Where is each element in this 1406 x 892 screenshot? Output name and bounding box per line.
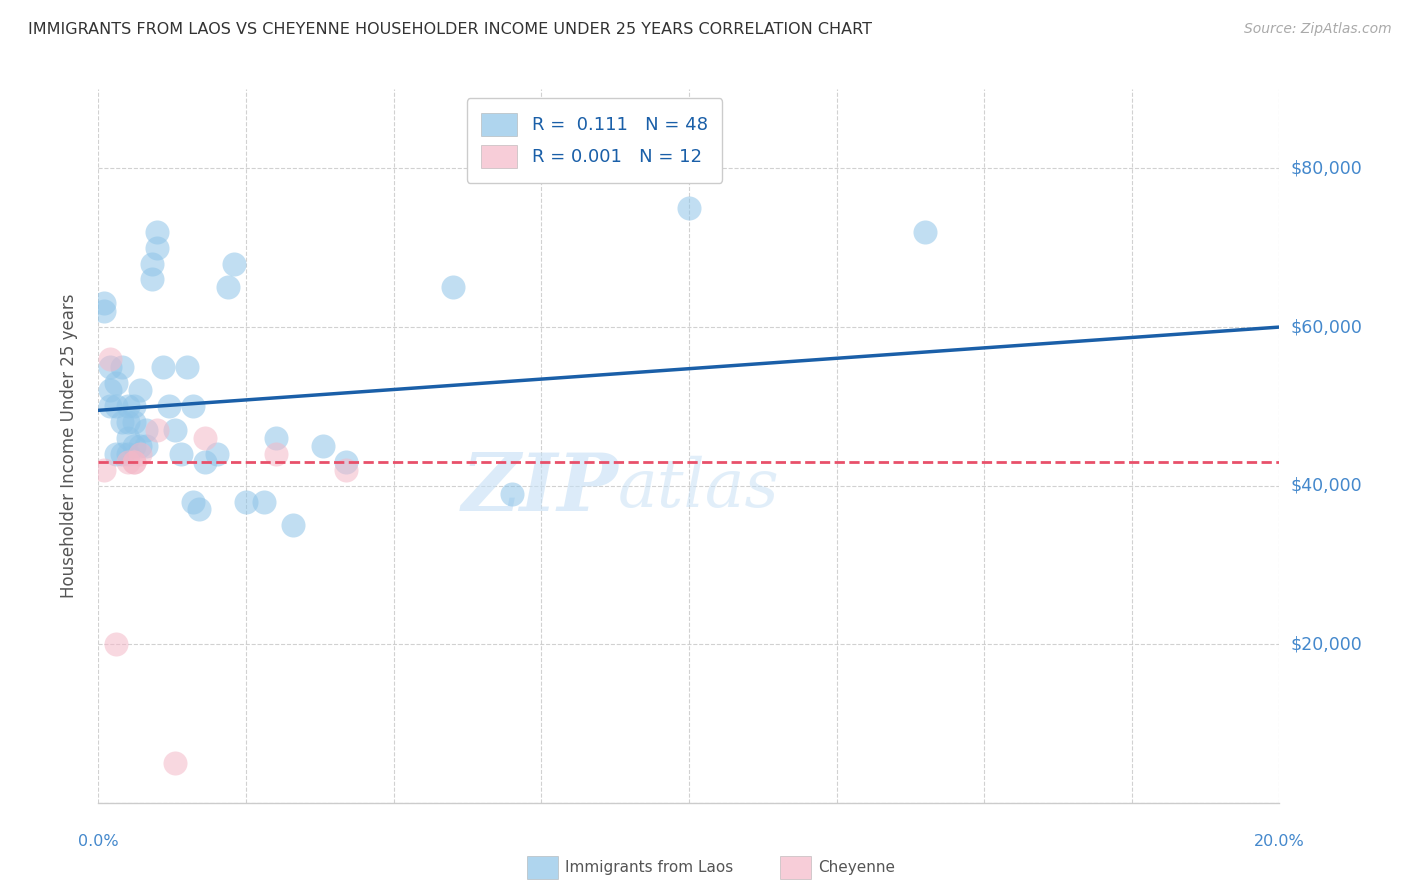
Text: Source: ZipAtlas.com: Source: ZipAtlas.com xyxy=(1244,22,1392,37)
Point xyxy=(501,486,523,500)
Point xyxy=(111,447,134,461)
Text: IMMIGRANTS FROM LAOS VS CHEYENNE HOUSEHOLDER INCOME UNDER 25 YEARS CORRELATION C: IMMIGRANTS FROM LAOS VS CHEYENNE HOUSEHO… xyxy=(28,22,872,37)
Point xyxy=(105,447,128,461)
Point xyxy=(128,447,150,461)
Point xyxy=(128,384,150,398)
Point xyxy=(105,400,128,414)
Text: $40,000: $40,000 xyxy=(1291,476,1362,495)
Point xyxy=(335,463,357,477)
Point xyxy=(122,439,145,453)
Point xyxy=(194,455,217,469)
Point xyxy=(122,415,145,429)
Point xyxy=(264,447,287,461)
Point xyxy=(152,359,174,374)
Point xyxy=(181,400,204,414)
Point xyxy=(117,415,139,429)
Point xyxy=(122,455,145,469)
Point xyxy=(117,455,139,469)
Point xyxy=(117,431,139,445)
Point xyxy=(441,280,464,294)
Point xyxy=(312,439,335,453)
Point xyxy=(235,494,257,508)
Text: atlas: atlas xyxy=(619,456,780,522)
Point xyxy=(176,359,198,374)
Point xyxy=(135,439,157,453)
Point xyxy=(157,400,180,414)
Point xyxy=(98,384,121,398)
Text: Cheyenne: Cheyenne xyxy=(818,860,896,874)
Y-axis label: Householder Income Under 25 years: Householder Income Under 25 years xyxy=(59,293,77,599)
Point xyxy=(678,201,700,215)
Point xyxy=(205,447,228,461)
Point xyxy=(105,637,128,651)
Text: Immigrants from Laos: Immigrants from Laos xyxy=(565,860,734,874)
Point xyxy=(194,431,217,445)
Text: $80,000: $80,000 xyxy=(1291,160,1362,178)
Point xyxy=(165,756,187,771)
Text: $60,000: $60,000 xyxy=(1291,318,1362,336)
Point xyxy=(117,400,139,414)
Point xyxy=(98,351,121,366)
Point xyxy=(93,296,115,310)
Legend: R =  0.111   N = 48, R = 0.001   N = 12: R = 0.111 N = 48, R = 0.001 N = 12 xyxy=(467,98,723,183)
Point xyxy=(914,225,936,239)
Point xyxy=(335,455,357,469)
Point xyxy=(146,225,169,239)
Point xyxy=(217,280,239,294)
Text: $20,000: $20,000 xyxy=(1291,635,1362,653)
Point xyxy=(122,455,145,469)
Point xyxy=(181,494,204,508)
Point xyxy=(117,447,139,461)
Point xyxy=(146,423,169,437)
Text: 0.0%: 0.0% xyxy=(79,834,118,849)
Point xyxy=(93,463,115,477)
Text: ZIP: ZIP xyxy=(461,450,619,527)
Point xyxy=(224,257,246,271)
Point xyxy=(253,494,276,508)
Text: 20.0%: 20.0% xyxy=(1254,834,1305,849)
Point xyxy=(98,400,121,414)
Point xyxy=(105,376,128,390)
Point xyxy=(264,431,287,445)
Point xyxy=(283,518,305,533)
Point xyxy=(135,423,157,437)
Point xyxy=(111,359,134,374)
Point xyxy=(93,304,115,318)
Point xyxy=(187,502,209,516)
Point xyxy=(122,400,145,414)
Point xyxy=(146,241,169,255)
Point xyxy=(141,257,163,271)
Point xyxy=(141,272,163,286)
Point xyxy=(128,439,150,453)
Point xyxy=(98,359,121,374)
Point xyxy=(170,447,193,461)
Point xyxy=(165,423,187,437)
Point xyxy=(111,415,134,429)
